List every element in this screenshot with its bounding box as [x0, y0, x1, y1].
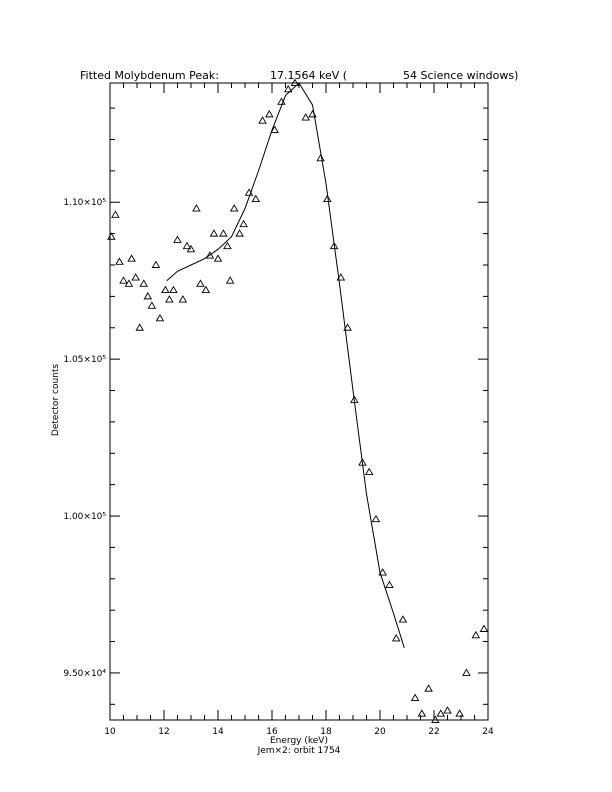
- data-point-triangle: [235, 229, 244, 237]
- data-point-triangle: [229, 204, 239, 212]
- data-point-triangle: [417, 709, 427, 717]
- data-point-triangle: [336, 273, 346, 281]
- data-point-triangle: [391, 634, 401, 642]
- x-tick-label: 10: [104, 727, 116, 737]
- data-point-triangle: [155, 313, 165, 322]
- data-point-triangle: [209, 229, 219, 237]
- data-point-triangle: [462, 668, 471, 676]
- data-point-triangle: [443, 706, 452, 714]
- data-point-triangle: [143, 291, 153, 300]
- data-point-triangle: [424, 684, 433, 692]
- data-point-triangle: [316, 153, 325, 162]
- data-point-triangle: [135, 323, 144, 331]
- chart-title-right: 54 Science windows): [403, 69, 518, 82]
- data-point-triangle: [147, 301, 157, 309]
- data-point-triangle: [219, 229, 228, 237]
- data-point-triangle: [244, 188, 254, 196]
- x-tick-label: 22: [428, 727, 439, 737]
- data-point-triangle: [196, 279, 205, 287]
- chart-title-value: 17.1564 keV (: [270, 69, 347, 82]
- data-point-triangle: [139, 279, 149, 287]
- x-axis-label: Energy (keV): [270, 736, 328, 746]
- data-point-triangle: [431, 715, 440, 723]
- data-point-triangle: [301, 113, 311, 121]
- data-point-triangle: [124, 279, 134, 287]
- data-point-triangle: [410, 693, 420, 701]
- caption: Jem×2: orbit 1754: [257, 746, 341, 756]
- data-point-triangle: [173, 235, 182, 243]
- x-tick-label: 14: [212, 727, 224, 737]
- y-axis-label: Detector counts: [51, 364, 61, 436]
- data-point-triangle: [329, 241, 339, 250]
- y-tick-label: 1.00×10⁵: [63, 512, 106, 522]
- data-point-triangle: [111, 210, 120, 218]
- x-tick-label: 18: [320, 727, 332, 737]
- data-point-triangle: [192, 204, 201, 212]
- data-point-triangle: [201, 285, 211, 294]
- data-point-triangle: [308, 109, 317, 118]
- x-tick-label: 20: [374, 727, 386, 737]
- data-point-triangle: [119, 276, 128, 284]
- y-tick-labels: 9.50×10⁴ 1.00×10⁵ 1.05×10⁵ 1.10×10⁵: [63, 198, 106, 679]
- data-point-triangle: [343, 323, 352, 331]
- data-point-triangle: [205, 251, 215, 259]
- data-point-triangle: [127, 254, 136, 262]
- axis-ticks: [109, 83, 489, 720]
- data-point-triangle: [169, 285, 178, 294]
- data-point-triangle: [225, 276, 235, 284]
- data-point-triangle: [165, 295, 174, 303]
- x-tick-label: 16: [266, 727, 278, 737]
- fit-curve: [166, 82, 405, 648]
- data-point-triangle: [186, 244, 196, 253]
- data-point-triangle: [277, 97, 286, 105]
- x-tick-labels: 10 12 14 16 18 20 22 24: [104, 727, 494, 737]
- data-point-triangle: [385, 580, 394, 589]
- data-point-triangle: [479, 624, 489, 632]
- data-point-triangle: [371, 514, 381, 523]
- data-point-triangle: [323, 194, 332, 203]
- data-point-triangle: [182, 241, 192, 250]
- data-point-triangle: [398, 615, 408, 623]
- data-point-triangle: [151, 260, 161, 268]
- data-point-triangle: [283, 84, 293, 93]
- data-point-triangle: [258, 116, 267, 124]
- data-point-triangle: [213, 254, 223, 262]
- x-tick-label: 24: [482, 727, 494, 737]
- data-point-triangle: [350, 395, 359, 403]
- data-point-triangle: [223, 241, 232, 250]
- plot-frame: [109, 82, 489, 721]
- data-point-triangle: [471, 630, 481, 639]
- data-point-triangle: [107, 232, 116, 240]
- data-point-triangle: [364, 467, 374, 476]
- data-point-triangle: [251, 194, 261, 203]
- y-tick-label: 1.05×10⁵: [63, 355, 106, 365]
- data-point-triangle: [378, 568, 387, 576]
- data-point-triangle: [131, 273, 140, 281]
- data-point-triangle: [178, 295, 188, 303]
- x-tick-label: 12: [158, 727, 169, 737]
- data-point-triangle: [270, 125, 279, 134]
- data-point-triangle: [290, 78, 300, 86]
- data-point-triangle: [265, 109, 274, 118]
- data-point-triangle: [161, 285, 170, 294]
- data-point-triangle: [358, 458, 367, 466]
- data-points: [107, 78, 489, 723]
- data-point-triangle: [455, 709, 464, 717]
- data-point-triangle: [115, 257, 124, 265]
- y-tick-label: 9.50×10⁴: [63, 669, 106, 679]
- y-tick-label: 1.10×10⁵: [63, 198, 106, 208]
- chart-title-left: Fitted Molybdenum Peak:: [80, 69, 219, 82]
- data-point-triangle: [436, 709, 446, 717]
- data-point-triangle: [239, 219, 248, 228]
